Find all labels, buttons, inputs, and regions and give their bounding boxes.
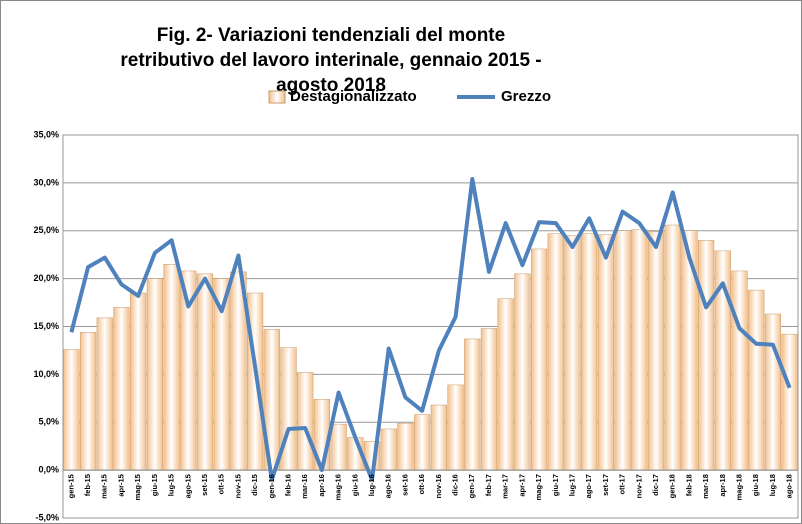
bar bbox=[63, 349, 80, 471]
x-tick-label: nov-16 bbox=[434, 474, 443, 498]
x-tick-label: feb-18 bbox=[684, 474, 693, 496]
bar bbox=[781, 333, 798, 471]
x-tick-label: giu-17 bbox=[551, 474, 560, 496]
bar bbox=[547, 233, 564, 471]
bar bbox=[631, 229, 648, 471]
bar bbox=[414, 414, 431, 471]
line bbox=[69, 177, 792, 482]
x-tick-label: ott-17 bbox=[618, 474, 627, 494]
bar bbox=[96, 317, 113, 471]
x-tick-label: ago-17 bbox=[584, 474, 593, 498]
x-tick-label: giu-16 bbox=[350, 474, 359, 496]
x-tick-label: feb-15 bbox=[83, 474, 92, 496]
x-tick-label: feb-17 bbox=[484, 474, 493, 496]
x-tick-label: apr-15 bbox=[116, 474, 125, 497]
x-tick-label: ago-18 bbox=[785, 474, 794, 498]
y-tick-label: 35,0% bbox=[33, 129, 59, 139]
bar bbox=[480, 328, 498, 471]
x-tick-label: ott-15 bbox=[217, 474, 226, 494]
x-tick-label: mar-15 bbox=[100, 474, 109, 499]
bar bbox=[530, 248, 548, 471]
bar bbox=[297, 372, 314, 471]
x-tick-label: mar-16 bbox=[300, 474, 309, 499]
bar bbox=[514, 273, 531, 471]
y-tick-label: 0,0% bbox=[38, 465, 59, 475]
bar bbox=[564, 235, 581, 471]
x-tick-label: set-17 bbox=[601, 474, 610, 496]
x-tick-label: ott-16 bbox=[417, 474, 426, 494]
x-tick-label: dic-15 bbox=[250, 474, 259, 496]
bar bbox=[113, 307, 130, 471]
x-tick-label: gen-17 bbox=[467, 474, 476, 498]
x-tick-label: gen-15 bbox=[66, 474, 75, 498]
bar bbox=[698, 240, 715, 471]
bar bbox=[430, 404, 447, 471]
chart-title: Fig. 2- Variazioni tendenziali del monte… bbox=[120, 25, 542, 96]
y-tick-label: 15,0% bbox=[33, 321, 59, 331]
x-tick-label: mag-18 bbox=[735, 474, 744, 500]
bar bbox=[614, 230, 631, 471]
bar bbox=[464, 338, 481, 471]
x-tick-label: lug-16 bbox=[367, 474, 376, 496]
bar bbox=[397, 422, 414, 471]
bar bbox=[597, 234, 614, 471]
bar bbox=[664, 224, 681, 471]
bar bbox=[731, 270, 748, 471]
bar bbox=[497, 298, 514, 471]
bar bbox=[130, 292, 147, 471]
x-tick-label: mag-15 bbox=[133, 474, 142, 500]
bar bbox=[79, 331, 97, 471]
x-tick-label: nov-17 bbox=[634, 474, 643, 498]
x-tick-label: lug-18 bbox=[768, 474, 777, 496]
x-tick-label: mag-17 bbox=[534, 474, 543, 500]
x-tick-label: gen-18 bbox=[668, 474, 677, 498]
x-tick-label: feb-16 bbox=[283, 474, 292, 496]
x-tick-label: mar-18 bbox=[701, 474, 710, 499]
bar bbox=[748, 289, 765, 471]
x-tick-label: apr-16 bbox=[317, 474, 326, 497]
bar bbox=[196, 273, 214, 471]
x-tick-label: lug-17 bbox=[567, 474, 576, 496]
bar bbox=[581, 233, 598, 471]
legend-swatch bbox=[268, 90, 286, 104]
x-tick-label: apr-17 bbox=[517, 474, 526, 497]
x-tick-label: nov-15 bbox=[233, 474, 242, 498]
x-tick-label: gen-16 bbox=[267, 474, 276, 498]
x-tick-label: giu-15 bbox=[150, 474, 159, 496]
y-tick-label: 30,0% bbox=[33, 177, 59, 187]
x-tick-label: mag-16 bbox=[334, 474, 343, 500]
y-tick-label: -5,0% bbox=[35, 512, 59, 522]
bar bbox=[146, 278, 163, 471]
bar bbox=[163, 264, 180, 471]
x-tick-label: mar-17 bbox=[501, 474, 510, 499]
x-tick-label: giu-18 bbox=[751, 474, 760, 496]
x-tick-label: set-15 bbox=[200, 474, 209, 496]
legend-label: Grezzo bbox=[501, 88, 551, 105]
x-tick-label: lug-15 bbox=[167, 474, 176, 496]
bar bbox=[447, 384, 464, 471]
x-tick-label: ago-15 bbox=[183, 474, 192, 498]
bar bbox=[647, 231, 665, 471]
x-tick-label: dic-16 bbox=[451, 474, 460, 496]
legend-label: Destagionalizzato bbox=[290, 88, 417, 105]
bar bbox=[330, 423, 347, 471]
y-tick-label: 20,0% bbox=[33, 273, 59, 283]
bar bbox=[681, 230, 698, 471]
y-tick-label: 10,0% bbox=[33, 369, 59, 379]
y-tick-label: 5,0% bbox=[38, 417, 59, 427]
bar bbox=[764, 313, 782, 471]
x-tick-label: ago-16 bbox=[384, 474, 393, 498]
x-tick-label: dic-17 bbox=[651, 474, 660, 496]
y-tick-label: 25,0% bbox=[33, 225, 59, 235]
bar bbox=[380, 428, 397, 471]
x-tick-label: set-16 bbox=[400, 474, 409, 496]
x-tick-label: apr-18 bbox=[718, 474, 727, 497]
